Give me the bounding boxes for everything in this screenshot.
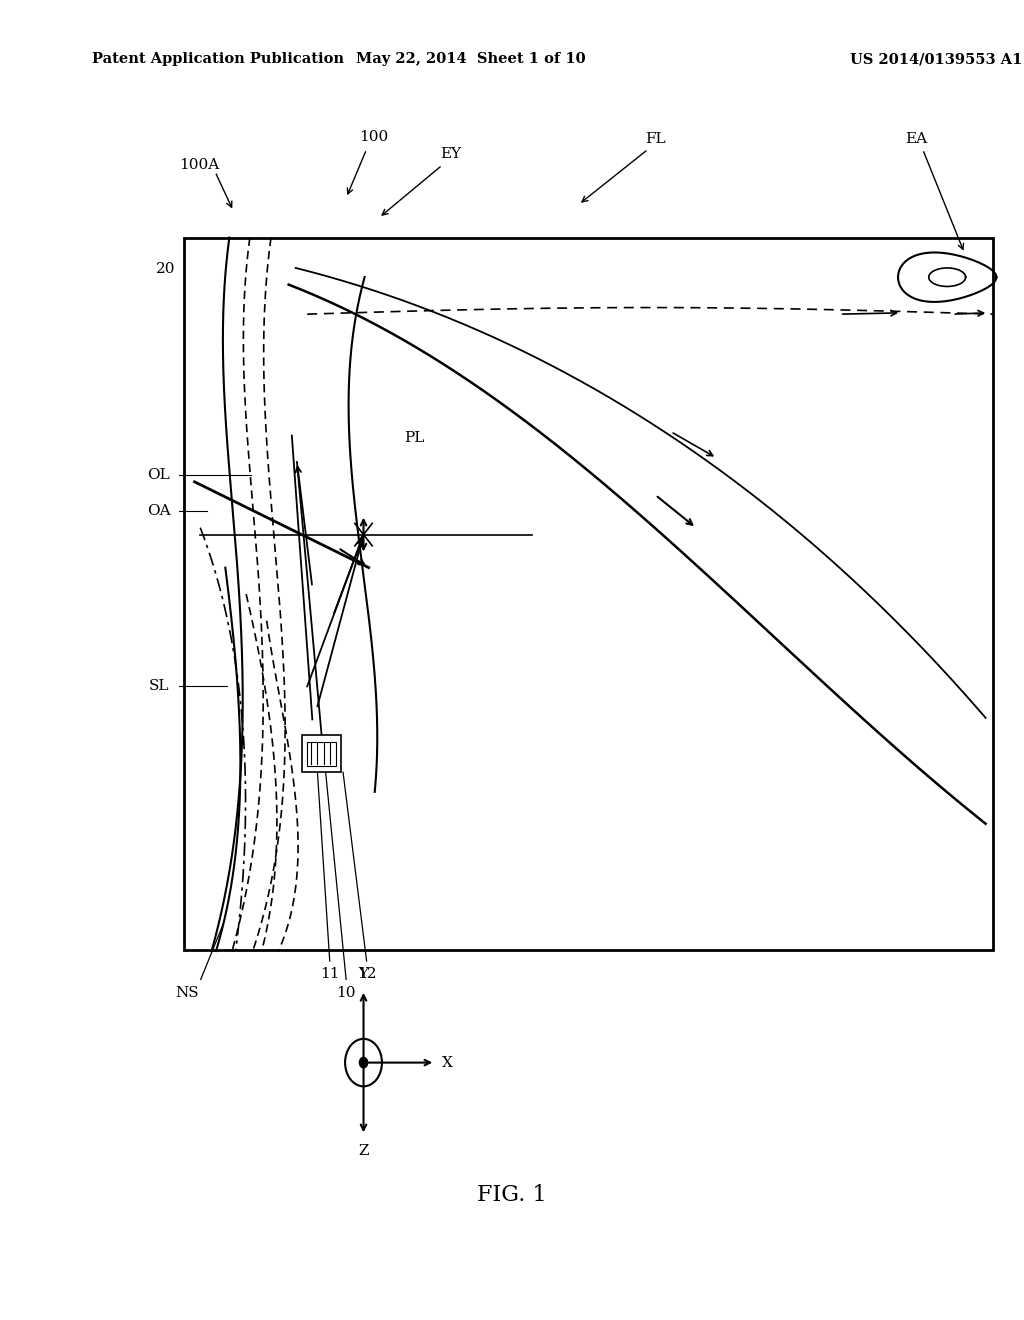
Text: US 2014/0139553 A1: US 2014/0139553 A1: [850, 53, 1022, 66]
Text: EA: EA: [905, 132, 928, 145]
Text: FL: FL: [645, 132, 666, 145]
Text: 11: 11: [319, 968, 340, 981]
Text: OA: OA: [146, 504, 171, 517]
FancyBboxPatch shape: [302, 735, 341, 772]
Text: 100A: 100A: [179, 158, 220, 172]
Bar: [184, 238, 993, 950]
Text: EY: EY: [440, 148, 461, 161]
Bar: [307, 742, 336, 766]
Text: 10: 10: [336, 986, 356, 999]
Text: Z: Z: [358, 1144, 369, 1159]
Text: FIG. 1: FIG. 1: [477, 1184, 547, 1205]
Text: Patent Application Publication: Patent Application Publication: [92, 53, 344, 66]
Text: OL: OL: [147, 469, 170, 482]
Text: 20: 20: [156, 263, 176, 276]
Text: Y: Y: [358, 966, 369, 981]
Text: 100: 100: [359, 131, 388, 144]
Circle shape: [359, 1057, 368, 1068]
Text: SL: SL: [148, 680, 169, 693]
Text: May 22, 2014  Sheet 1 of 10: May 22, 2014 Sheet 1 of 10: [356, 53, 586, 66]
Text: NS: NS: [175, 986, 200, 999]
Text: 12: 12: [356, 968, 377, 981]
Text: PL: PL: [404, 432, 425, 445]
Text: X: X: [442, 1056, 454, 1069]
